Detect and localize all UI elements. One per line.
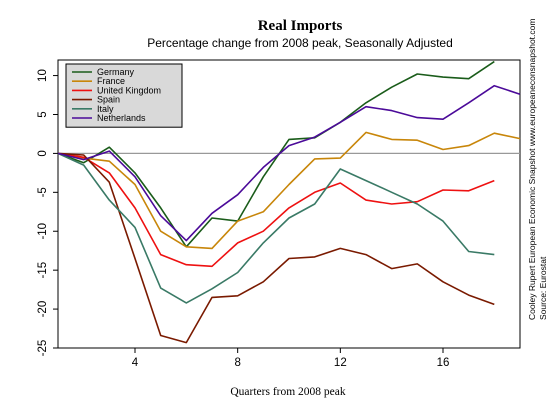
legend-label: Germany xyxy=(97,67,135,77)
source-note: Source: Eurostat xyxy=(538,256,548,320)
y-tick-label: -15 xyxy=(37,262,49,279)
x-tick-label: 12 xyxy=(334,357,347,369)
plot-area: 10 5 0 -5 -10 -15 -20 -25 4 8 12 16 GermanyFranceUni… xyxy=(37,59,521,369)
y-tick-label: 5 xyxy=(37,111,49,117)
y-tick-label: -10 xyxy=(37,223,49,240)
attribution-note: Cooley Rupert European Economic Snapshot… xyxy=(527,19,537,320)
x-tick-label: 8 xyxy=(234,357,240,369)
chart-subtitle: Percentage change from 2008 peak, Season… xyxy=(147,36,453,50)
legend-label: Spain xyxy=(97,95,120,105)
y-tick-label: -5 xyxy=(37,187,49,197)
x-tick-label: 16 xyxy=(437,357,450,369)
legend-label: Italy xyxy=(97,104,114,114)
series-line-united-kingdom xyxy=(57,152,495,268)
y-tick-label: 10 xyxy=(37,69,49,82)
y-tick-label: -20 xyxy=(37,301,49,318)
chart-title: Real Imports xyxy=(258,18,343,34)
y-tick-label: -25 xyxy=(37,340,49,357)
series-line-netherlands xyxy=(57,84,521,242)
series-line-germany xyxy=(57,60,495,248)
legend-label: United Kingdom xyxy=(97,85,161,95)
legend-label: France xyxy=(97,76,125,86)
x-axis-label: Quarters from 2008 peak xyxy=(230,386,346,398)
legend-label: Netherlands xyxy=(97,113,146,123)
series-line-spain xyxy=(57,152,495,344)
series-line-italy xyxy=(57,152,495,304)
series-line-france xyxy=(57,131,521,250)
plot-frame xyxy=(57,59,521,349)
legend-box xyxy=(65,63,183,128)
y-tick-label: 0 xyxy=(37,150,49,156)
x-tick-label: 4 xyxy=(132,357,139,369)
